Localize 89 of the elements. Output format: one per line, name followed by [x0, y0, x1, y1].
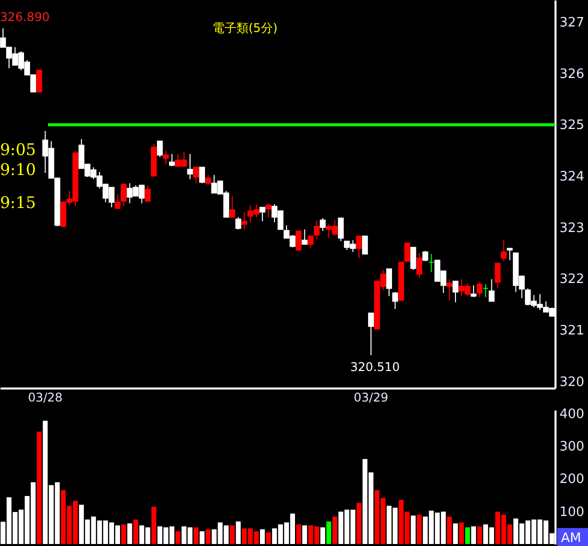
- candlestick: [410, 246, 416, 270]
- candlestick: [500, 240, 507, 262]
- candlestick: [488, 278, 495, 302]
- y-tick-label: 323: [560, 220, 584, 236]
- y-tick-label: 325: [560, 118, 584, 134]
- candlestick: [187, 153, 193, 180]
- candlestick: [193, 166, 199, 184]
- bar: [356, 502, 362, 544]
- y-tick-label: 326: [560, 66, 584, 82]
- candlestick: [422, 250, 428, 262]
- annotation: 326.890: [0, 10, 50, 24]
- candlestick: [169, 153, 175, 167]
- candlestick: [229, 196, 236, 218]
- candlestick: [452, 280, 458, 303]
- y-tick-label: 300: [560, 439, 584, 454]
- candlestick: [199, 166, 206, 184]
- candlestick: [120, 184, 127, 207]
- candlestick: [386, 268, 392, 297]
- candlestick: [416, 252, 422, 279]
- bar: [410, 516, 416, 544]
- candlestick: [114, 194, 121, 209]
- y-tick-label: 400: [560, 406, 584, 422]
- bar: [194, 527, 198, 544]
- annotation: 9:15: [0, 193, 36, 212]
- x-tick-label: 03/28: [28, 390, 63, 404]
- candlestick: [36, 70, 42, 92]
- candlestick: [296, 230, 302, 250]
- bar: [36, 432, 42, 544]
- bar: [453, 523, 458, 544]
- y-tick-label: 100: [560, 504, 584, 520]
- candlestick: [392, 292, 398, 310]
- bar: [477, 526, 482, 544]
- bar: [206, 529, 211, 544]
- annotation: 320.510: [350, 360, 400, 374]
- text: 電子類(5分): [212, 21, 278, 35]
- candlestick: [320, 218, 326, 232]
- candlestick: [302, 228, 308, 245]
- bar: [230, 525, 235, 544]
- bar: [121, 524, 126, 544]
- bar: [151, 506, 156, 544]
- y-tick-label: 200: [560, 472, 584, 488]
- bar: [471, 526, 476, 544]
- y-tick-label: 320: [560, 374, 584, 390]
- candlestick: [338, 218, 344, 242]
- candlestick: [156, 140, 163, 158]
- candlestick: [362, 236, 368, 255]
- bar: [200, 531, 205, 544]
- candlestick: [235, 216, 242, 230]
- candlestick: [446, 278, 452, 301]
- candlestick: [205, 174, 212, 186]
- candlestick: [241, 211, 248, 230]
- candlestick: [314, 220, 320, 240]
- candlestick: [356, 236, 362, 259]
- bar: [447, 516, 452, 544]
- text: AM: [561, 531, 582, 546]
- candlestick: [368, 312, 374, 356]
- candlestick: [144, 184, 151, 202]
- x-tick-label: 03/29: [354, 390, 388, 404]
- y-tick-label: 321: [560, 324, 584, 339]
- y-tick-label: 324: [560, 170, 584, 185]
- bar: [260, 529, 265, 544]
- bar: [326, 521, 332, 544]
- candlestick: [494, 262, 501, 289]
- bar: [465, 527, 470, 544]
- y-tick-label: 327: [560, 16, 584, 31]
- annotation: 9:10: [0, 160, 36, 179]
- bar: [236, 521, 241, 544]
- bar: [320, 527, 326, 544]
- bar: [416, 514, 422, 544]
- bar: [127, 523, 132, 544]
- candlestick: [470, 284, 476, 298]
- candlestick: [428, 254, 434, 273]
- bar: [176, 531, 180, 544]
- candlestick: [404, 242, 410, 262]
- candlestick: [482, 284, 489, 298]
- bar: [302, 525, 308, 544]
- candlestick: [162, 150, 169, 165]
- bar: [266, 532, 271, 544]
- bar: [296, 524, 302, 544]
- bar: [332, 516, 338, 544]
- candlestick: [266, 202, 272, 218]
- bar: [133, 519, 138, 544]
- candlestick: [476, 282, 483, 298]
- candlestick: [260, 206, 266, 222]
- bar: [459, 522, 464, 544]
- candlestick: [506, 248, 513, 261]
- y-tick-label: 322: [560, 272, 584, 288]
- annotation: 9:05: [0, 140, 36, 159]
- candlestick: [308, 236, 314, 249]
